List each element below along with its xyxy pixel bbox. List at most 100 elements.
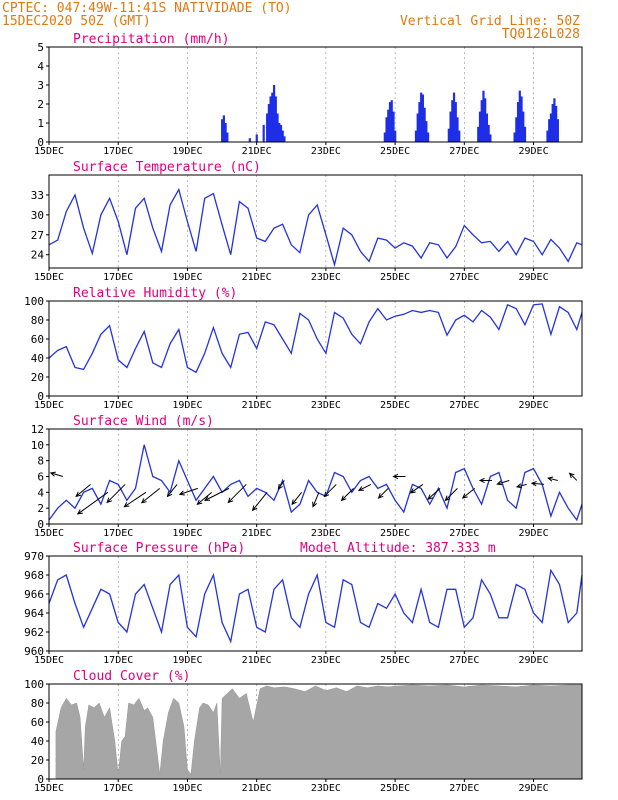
wind-vector (312, 492, 320, 507)
wind-arrowhead (496, 480, 503, 486)
x-tick-label: 29DEC (518, 528, 548, 539)
y-tick-label: 30 (31, 209, 44, 222)
precip-bar (279, 124, 283, 142)
y-tick-label: 12 (31, 423, 44, 436)
wind-vector (516, 483, 527, 488)
wind-vector (196, 491, 212, 505)
x-tick-label: 25DEC (380, 272, 410, 283)
panel-title: Surface Temperature (nC) (73, 160, 261, 175)
wind-vector (548, 477, 558, 481)
y-tick-label: 27 (31, 229, 44, 242)
precip-bar (425, 121, 428, 142)
precip-bar (482, 90, 485, 142)
precip-bar (272, 85, 276, 142)
precip-bar (546, 130, 549, 142)
wind-vector (252, 492, 268, 511)
plot-frame (48, 683, 583, 780)
precip-bar (458, 130, 461, 142)
precip-bar (271, 92, 274, 142)
precip-bar (484, 98, 487, 142)
x-tick-label: 15DEC (34, 528, 64, 539)
plot-frame (48, 555, 583, 652)
precip-bar (222, 115, 225, 142)
x-tick-label: 27DEC (449, 400, 479, 411)
wind-arrowhead (427, 494, 434, 500)
x-tick-label: 29DEC (518, 400, 548, 411)
x-tick-label: 25DEC (380, 783, 410, 794)
precip-bar (522, 111, 525, 142)
precip-bar (416, 113, 419, 142)
series-line (48, 444, 583, 522)
wind-arrowhead (515, 483, 523, 489)
x-tick-label: 15DEC (34, 400, 64, 411)
panel-3: 0 20 40 60 80 100 15DEC 17DEC 19DEC 21DEC 23DEC 25D… (24, 286, 583, 411)
y-tick-label: 0 (37, 136, 44, 149)
x-tick-label: 21DEC (242, 783, 272, 794)
precip-bar (221, 119, 224, 142)
y-tick-label: 20 (31, 754, 44, 767)
precip-bar (485, 113, 489, 142)
wind-arrowhead (75, 491, 82, 498)
wind-arrowhead (377, 493, 384, 499)
precip-bar (414, 130, 418, 142)
precip-bar (523, 126, 527, 142)
y-tick-label: 6 (37, 471, 44, 484)
wind-arrowhead (166, 491, 173, 498)
x-tick-label: 21DEC (242, 272, 272, 283)
x-tick-label: 15DEC (34, 655, 64, 666)
precip-bar (383, 132, 386, 142)
wind-arrowhead (277, 483, 283, 490)
precip-bar (418, 102, 421, 142)
x-tick-label: 23DEC (311, 400, 341, 411)
wind-arrowhead (106, 497, 113, 504)
plot-frame (48, 428, 583, 525)
wind-arrowhead (568, 472, 575, 479)
x-tick-label: 23DEC (311, 783, 341, 794)
precip-bar (553, 98, 556, 142)
x-tick-label: 29DEC (518, 272, 548, 283)
x-tick-label: 27DEC (449, 272, 479, 283)
precip-bar (449, 111, 452, 142)
y-tick-label: 60 (31, 716, 44, 729)
y-tick-label: 968 (24, 569, 44, 582)
y-tick-label: 2 (37, 502, 44, 515)
y-tick-label: 962 (24, 626, 44, 639)
y-tick-label: 0 (37, 390, 44, 403)
wind-arrowhead (478, 477, 485, 484)
x-tick-label: 17DEC (103, 655, 133, 666)
x-tick-label: 23DEC (311, 146, 341, 157)
wind-vector (410, 484, 424, 494)
precip-bar (385, 117, 388, 142)
panel-subtitle: Model Altitude: 387.333 m (300, 541, 496, 556)
wind-vector (179, 487, 198, 495)
precip-bar (454, 102, 457, 142)
y-tick-label: 20 (31, 371, 44, 384)
wind-arrowhead (227, 497, 234, 504)
precip-bar (392, 111, 395, 142)
plot-frame (48, 46, 583, 143)
wind-arrowhead (76, 509, 83, 515)
panel-2: 24 27 30 33 15DEC 17DEC 19DEC 21DEC 23DEC 25DEC 27… (31, 160, 583, 283)
precip-bar (477, 126, 480, 142)
x-tick-label: 27DEC (449, 146, 479, 157)
y-tick-label: 2 (37, 98, 44, 111)
precip-bar (224, 123, 227, 142)
precip-bar (226, 132, 229, 142)
x-tick-label: 25DEC (380, 528, 410, 539)
x-tick-label: 19DEC (172, 655, 202, 666)
x-tick-label: 15DEC (34, 783, 64, 794)
wind-arrowhead (323, 491, 330, 498)
x-tick-label: 19DEC (172, 146, 202, 157)
series-line (48, 303, 583, 374)
x-tick-label: 17DEC (103, 146, 133, 157)
panel-title: Cloud Cover (%) (73, 669, 190, 684)
x-tick-label: 15DEC (34, 272, 64, 283)
precip-bar (556, 119, 559, 142)
precip-bar (387, 109, 390, 142)
x-tick-label: 23DEC (311, 655, 341, 666)
panel-1: 0 1 2 3 4 5 15DEC 17DEC 19DEC 21DEC 23DEC 25DEC 27DE… (34, 32, 583, 157)
x-tick-label: 29DEC (518, 146, 548, 157)
y-tick-label: 0 (37, 773, 44, 786)
precip-bar (267, 104, 270, 142)
wind-arrowhead (461, 493, 468, 499)
